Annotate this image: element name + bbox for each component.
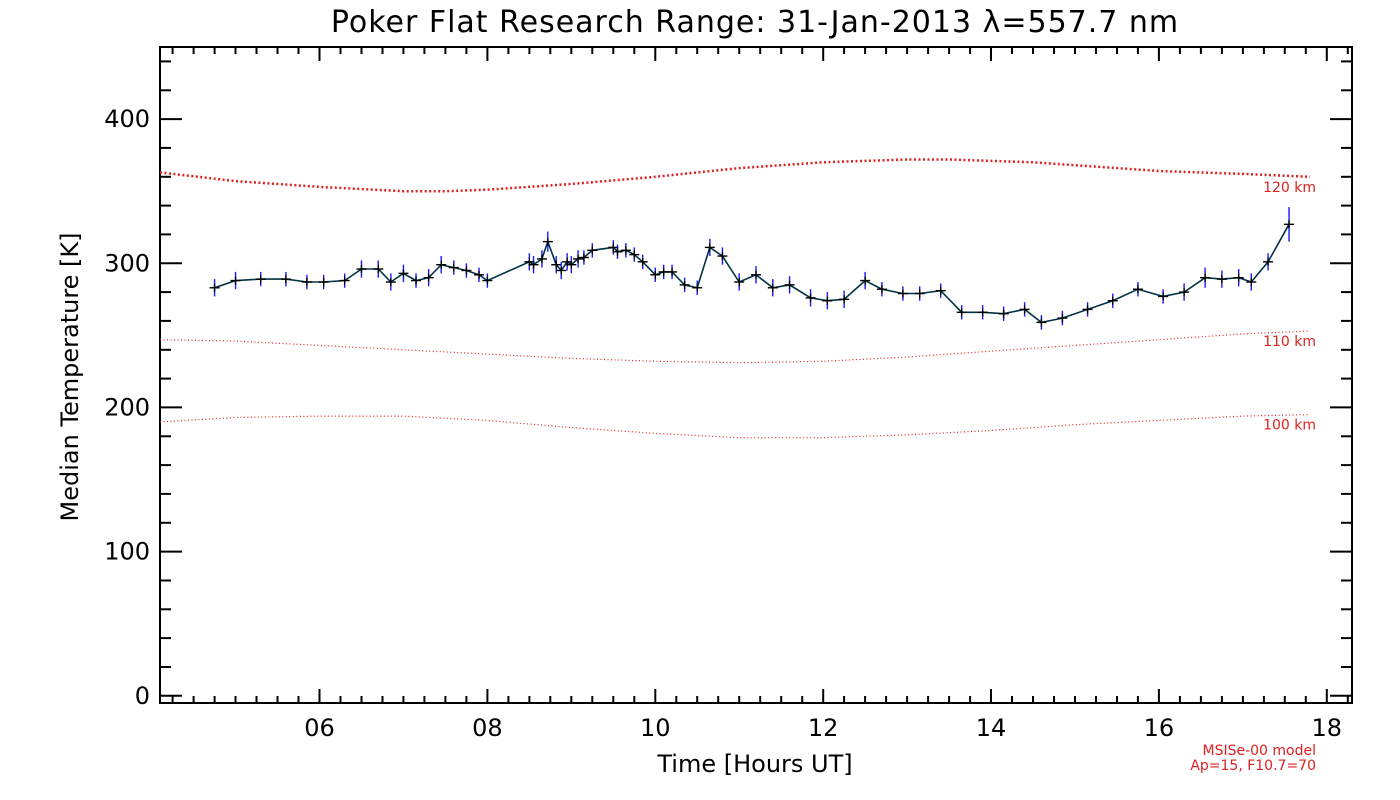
plot-frame: [159, 46, 1353, 704]
y-tick-label: 300: [104, 249, 150, 277]
measurement-line: [214, 223, 1290, 324]
model-annotation-line-2: Ap=15, F10.7=70: [1190, 758, 1316, 774]
x-tick-label: 16: [1144, 714, 1175, 742]
y-tick-label: 400: [104, 105, 150, 133]
y-axis-label: Median Temperature [K]: [56, 232, 84, 521]
x-tick-label: 12: [808, 714, 839, 742]
y-tick-label: 0: [135, 682, 150, 710]
model-curve: [159, 414, 1311, 439]
x-axis-label: Time [Hours UT]: [656, 750, 852, 778]
model-labels: 120 km 110 km 100 km: [1263, 180, 1316, 434]
model-curve: [159, 330, 1311, 364]
y-tick-labels: 0 100 200 300 400: [104, 105, 150, 710]
chart-title: Poker Flat Research Range: 31-Jan-2013 λ…: [331, 5, 1179, 40]
model-curve-label: 120 km: [1263, 180, 1316, 196]
x-tick-label: 14: [976, 714, 1007, 742]
measurement-series: [209, 207, 1295, 330]
x-tick-label: 06: [304, 714, 335, 742]
x-tick-label: 08: [472, 714, 503, 742]
axis-ticks: [160, 47, 1352, 703]
model-annotation-line-1: MSISe-00 model: [1202, 743, 1316, 759]
x-tick-labels: 06 08 10 12 14 16 18: [304, 714, 1342, 742]
y-tick-label: 200: [104, 393, 150, 421]
x-tick-label: 18: [1312, 714, 1343, 742]
model-curves: [159, 158, 1311, 439]
x-tick-label: 10: [640, 714, 671, 742]
model-curve-label: 100 km: [1263, 418, 1316, 434]
y-tick-label: 100: [104, 538, 150, 566]
model-curve-label: 110 km: [1263, 334, 1316, 350]
model-curve: [159, 158, 1311, 193]
